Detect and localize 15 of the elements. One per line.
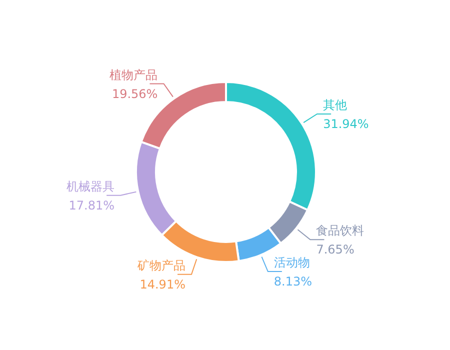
slice-label: 活动物	[274, 256, 310, 270]
donut-slice	[268, 200, 309, 244]
donut-slice	[225, 81, 317, 212]
data-label: 8.13%	[274, 274, 312, 289]
data-label: 19.56%	[112, 86, 158, 101]
data-label: 7.65%	[316, 242, 354, 257]
data-label: 17.81%	[68, 198, 115, 212]
slice-label: 其他	[323, 98, 348, 112]
slice-label: 植物产品	[110, 68, 158, 82]
data-label: 14.91%	[140, 277, 186, 292]
slice-label: 矿物产品	[136, 258, 186, 272]
slice-label: 食品饮料	[316, 224, 364, 238]
data-label: 31.94%	[323, 116, 369, 131]
donut-slice	[135, 140, 178, 236]
slice-label: 机械器具	[66, 179, 115, 194]
